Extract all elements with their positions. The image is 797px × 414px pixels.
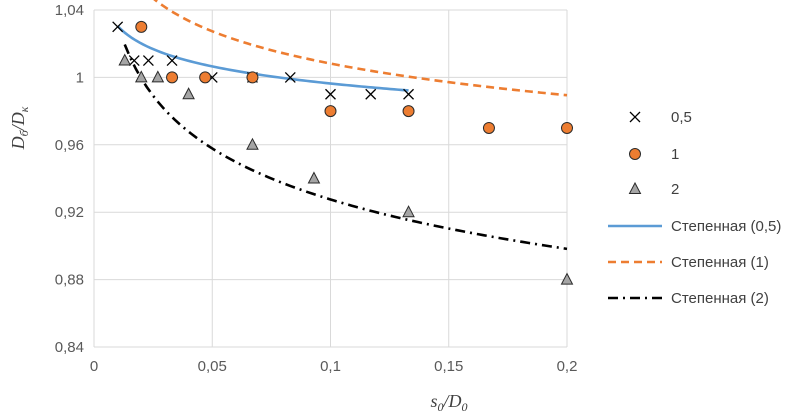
- circle-marker: [166, 71, 179, 84]
- y-label-sub1: б: [17, 129, 31, 136]
- x-tick-label: 0,05: [198, 358, 227, 375]
- legend-label: 1: [671, 146, 679, 163]
- y-label-main: D: [8, 136, 28, 150]
- x-label-sep: /D: [443, 391, 462, 411]
- triangle-marker: [246, 137, 259, 150]
- legend-label: Степенная (1): [671, 254, 769, 271]
- triangle-marker: [402, 205, 415, 218]
- circle-marker: [246, 71, 259, 84]
- x-marker: [166, 55, 178, 67]
- x-marker: [325, 88, 336, 100]
- circle-marker: [629, 148, 641, 160]
- circle-marker: [561, 121, 573, 134]
- x-marker: [629, 111, 641, 123]
- trendline: [123, 44, 568, 251]
- x-tick-label: 0,15: [434, 358, 463, 375]
- y-tick-label: 0,84: [55, 339, 84, 356]
- circle-marker: [402, 105, 415, 118]
- y-label-sep: /D: [8, 112, 28, 131]
- x-label-sub2: 0: [462, 400, 468, 414]
- triangle-marker: [182, 87, 195, 100]
- triangle-marker: [118, 53, 132, 66]
- x-axis-label: s0/D0: [430, 391, 467, 414]
- y-tick-label: 0,88: [55, 272, 84, 289]
- legend-label: Степенная (0,5): [671, 218, 781, 235]
- y-tick-label: 0,96: [55, 137, 84, 154]
- circle-marker: [482, 121, 495, 134]
- circle-marker: [199, 71, 212, 84]
- y-tick-label: 1,04: [55, 2, 84, 19]
- y-label-sub2: к: [17, 106, 31, 112]
- y-tick-labels: 0,84 0,88 0,92 0,96 1 1,04: [55, 2, 84, 356]
- circle-marker: [135, 20, 148, 33]
- legend-label: 2: [671, 181, 679, 198]
- circle-marker: [324, 105, 337, 118]
- x-label-main: s: [430, 391, 437, 411]
- trendlines: [116, 0, 568, 251]
- y-axis-label: Dб/Dк: [8, 106, 31, 150]
- y-tick-label: 1: [76, 69, 84, 86]
- y-tick-label: 0,92: [55, 204, 84, 221]
- triangle-marker: [151, 70, 165, 83]
- x-marker: [403, 88, 415, 100]
- x-marker: [365, 88, 377, 100]
- legend-label: 0,5: [671, 109, 692, 126]
- triangle-marker: [560, 272, 574, 285]
- legend-label: Степенная (2): [671, 290, 769, 307]
- x-marker: [142, 55, 154, 67]
- x-tick-label: 0,2: [557, 358, 578, 375]
- x-label-sub1: 0: [438, 400, 444, 414]
- trendline: [153, 0, 568, 97]
- x-marker: [128, 55, 140, 67]
- x-tick-label: 0: [90, 358, 98, 375]
- x-tick-label: 0,1: [320, 358, 341, 375]
- data-points: [112, 20, 574, 285]
- x-marker: [284, 71, 296, 83]
- triangle-marker: [628, 181, 642, 194]
- x-marker: [112, 21, 124, 33]
- grid: [93, 9, 568, 348]
- trendline: [116, 25, 409, 92]
- triangle-marker: [307, 171, 321, 184]
- x-tick-labels: 0 0,05 0,1 0,15 0,2: [90, 358, 578, 375]
- legend: 0,5 1 2 Степенная (0,5) Степенная (1) Степенн…: [608, 109, 781, 307]
- triangle-marker: [134, 70, 148, 83]
